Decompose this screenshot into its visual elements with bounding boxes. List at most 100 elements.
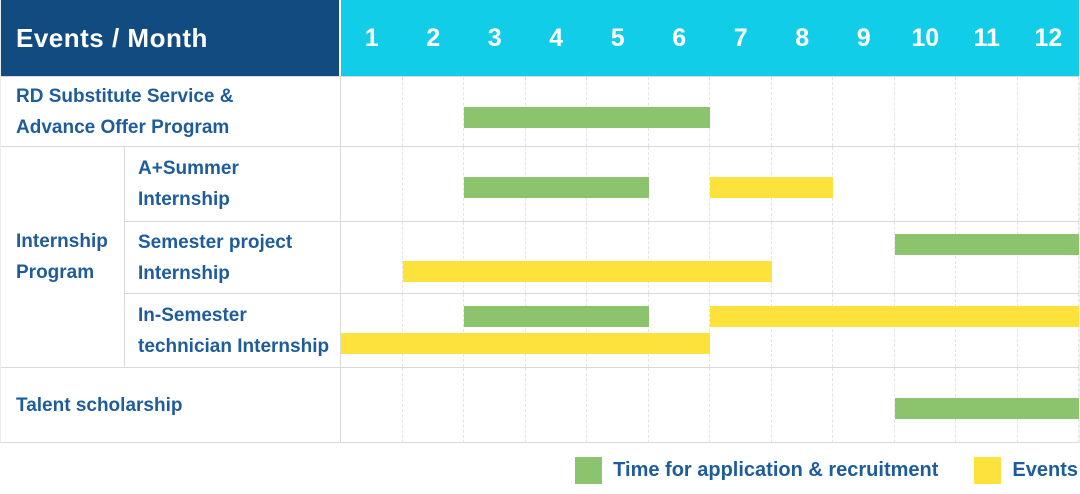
row-rd-substitute: RD Substitute Service & Advance Offer Pr… xyxy=(1,76,1079,146)
month-cell xyxy=(403,77,464,146)
gantt-track-rd-substitute xyxy=(341,77,1079,146)
legend-label-events: Events xyxy=(1012,459,1078,481)
month-cell xyxy=(772,222,833,293)
row-label-line: A+Summer xyxy=(138,158,239,179)
month-cell xyxy=(710,77,772,146)
month-cell xyxy=(1018,77,1079,146)
month-cell xyxy=(833,77,895,146)
month-cell xyxy=(341,77,403,146)
month-label: 10 xyxy=(911,23,940,52)
month-cell xyxy=(895,77,956,146)
row-label-line: In-Semester xyxy=(138,304,247,326)
month-cell xyxy=(895,294,956,367)
month-cell xyxy=(833,222,895,293)
legend-swatch-events xyxy=(974,457,1002,484)
month-cell xyxy=(526,222,587,293)
legend: Time for application & recruitment Event… xyxy=(575,457,1078,484)
month-label: 1 xyxy=(364,23,379,52)
month-cell xyxy=(1018,147,1079,221)
month-cell xyxy=(956,147,1018,221)
month-cell xyxy=(772,368,833,443)
gantt-track-semester-project xyxy=(341,222,1079,293)
month-label: 12 xyxy=(1034,23,1063,52)
row-label-line: technician Internship xyxy=(138,335,330,357)
row-in-semester-internship: In-Semester technician Internship xyxy=(125,293,1079,367)
month-cell xyxy=(341,147,403,221)
row-label-talent-scholarship: Talent scholarship xyxy=(1,368,341,443)
legend-label-application: Time for application & recruitment xyxy=(613,459,939,481)
row-label-line: Internship xyxy=(138,189,230,210)
legend-item-events: Events xyxy=(974,457,1078,484)
month-label: 2 xyxy=(426,23,441,52)
month-cell xyxy=(895,222,956,293)
row-semester-project-internship: Semester project Internship xyxy=(125,221,1079,293)
events-month-header-cell: Events / Month xyxy=(1,0,341,76)
month-label: 9 xyxy=(856,23,871,52)
month-label: 7 xyxy=(733,23,748,52)
gantt-bar-application xyxy=(894,234,1079,255)
row-label-line: Semester project xyxy=(138,231,293,253)
month-cell xyxy=(403,294,464,367)
month-cell xyxy=(833,368,895,443)
month-cell xyxy=(526,294,587,367)
month-header-cells: 1 2 3 4 5 6 7 8 9 10 11 12 xyxy=(341,0,1079,76)
month-cell xyxy=(649,222,710,293)
month-label: 6 xyxy=(672,23,687,52)
table-header-row: Events / Month 1 2 3 4 5 6 7 8 9 10 11 12 xyxy=(1,0,1079,76)
row-talent-scholarship: Talent scholarship xyxy=(1,367,1079,443)
row-label-line: Internship xyxy=(138,262,230,284)
gantt-bar-application xyxy=(464,306,649,327)
month-cell xyxy=(772,294,833,367)
group-label-line: Internship xyxy=(16,231,108,252)
month-cell xyxy=(772,77,833,146)
month-cell xyxy=(1018,294,1079,367)
month-cell xyxy=(464,368,526,443)
gantt-track-in-semester xyxy=(341,294,1079,367)
gantt-bar-events xyxy=(341,333,710,354)
row-label-line: Advance Offer Program xyxy=(16,116,230,138)
month-cell xyxy=(833,147,895,221)
month-cell xyxy=(833,294,895,367)
month-cell xyxy=(403,368,464,443)
month-cell xyxy=(403,222,464,293)
month-label: 3 xyxy=(487,23,502,52)
gantt-track-talent-scholarship xyxy=(341,368,1079,443)
month-cell xyxy=(341,222,403,293)
month-cell xyxy=(710,294,772,367)
gantt-bar-application xyxy=(464,107,710,128)
month-cell xyxy=(464,222,526,293)
month-cell xyxy=(956,222,1018,293)
gantt-bar-application xyxy=(894,398,1079,419)
month-cell xyxy=(587,222,649,293)
gantt-bar-application xyxy=(464,177,649,198)
month-cell xyxy=(649,147,710,221)
month-label: 4 xyxy=(549,23,564,52)
month-cell xyxy=(526,368,587,443)
month-label: 8 xyxy=(795,23,810,52)
legend-item-application: Time for application & recruitment xyxy=(575,457,938,484)
gantt-track-a-summer xyxy=(341,147,1079,221)
group-label-internship-program: Internship Program xyxy=(1,147,125,367)
gantt-bar-events xyxy=(402,261,772,282)
gantt-bar-events xyxy=(710,306,1079,327)
schedule-table: Events / Month 1 2 3 4 5 6 7 8 9 10 11 12 RD Substi… xyxy=(0,0,1080,443)
month-cell xyxy=(649,368,710,443)
group-label-line: Program xyxy=(16,262,95,283)
month-cell xyxy=(403,147,464,221)
month-cell xyxy=(956,77,1018,146)
row-label-semester-project: Semester project Internship xyxy=(125,222,341,293)
row-label-line: RD Substitute Service & xyxy=(16,85,234,107)
internship-program-rows: A+Summer Internship Semester project Int… xyxy=(125,147,1079,367)
month-cell xyxy=(587,294,649,367)
month-cell xyxy=(710,222,772,293)
row-label-in-semester: In-Semester technician Internship xyxy=(125,294,341,367)
month-cell xyxy=(341,368,403,443)
row-label-a-summer: A+Summer Internship xyxy=(125,147,341,221)
gantt-bar-events xyxy=(710,177,833,198)
month-label: 5 xyxy=(610,23,625,52)
month-label: 11 xyxy=(973,23,1000,52)
month-cell xyxy=(710,368,772,443)
month-cell xyxy=(464,294,526,367)
month-cell xyxy=(895,147,956,221)
